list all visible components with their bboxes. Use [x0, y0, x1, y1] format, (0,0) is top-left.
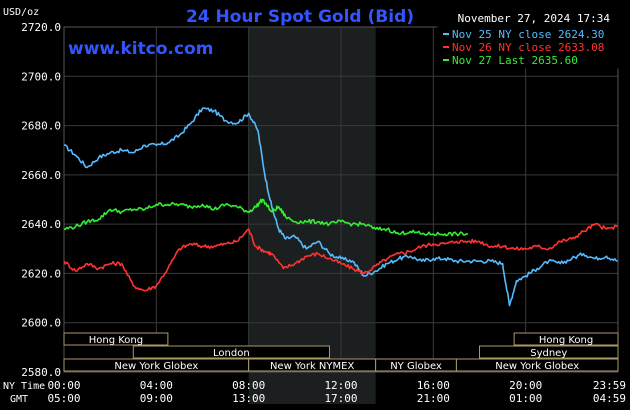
session-bar — [455, 358, 619, 372]
y-tick-label: 2580.0 — [21, 366, 61, 379]
x-tick-label-gmt: 17:00 — [324, 392, 357, 405]
series-line — [63, 198, 468, 237]
legend-entry: Nov 25 NY close 2624.30 — [452, 28, 604, 41]
y-tick-label: 2680.0 — [21, 120, 61, 133]
session-label: New York Globex — [495, 361, 579, 372]
x-tick-label-ny: 20:00 — [509, 379, 542, 392]
y-axis-unit-label: USD/oz — [3, 7, 39, 18]
session-label: NY Globex — [390, 361, 442, 372]
y-tick-label: 2660.0 — [21, 169, 61, 182]
legend-entry: Nov 27 Last 2635.60 — [452, 54, 578, 67]
chart-title: 24 Hour Spot Gold (Bid) — [186, 7, 414, 27]
session-label: London — [213, 348, 250, 359]
x-axis-ny-label: NY Time — [3, 381, 45, 392]
x-tick-label-gmt: 05:00 — [47, 392, 80, 405]
series-group — [63, 107, 618, 307]
nymex-highlight — [248, 27, 376, 404]
x-tick-label-ny: 23:59 — [593, 379, 626, 392]
grid — [63, 26, 619, 373]
x-tick-label-gmt: 01:00 — [509, 392, 542, 405]
x-tick-label-gmt: 09:00 — [140, 392, 173, 405]
session-bar — [132, 345, 330, 359]
session-label: Hong Kong — [89, 335, 143, 346]
session-label: New York NYMEX — [270, 361, 355, 372]
session-label: Sydney — [530, 348, 567, 359]
x-tick-label-gmt: 13:00 — [232, 392, 265, 405]
y-tick-label: 2640.0 — [21, 218, 61, 231]
y-tick-label: 2700.0 — [21, 70, 61, 83]
nymex-band — [248, 27, 376, 404]
series-line — [63, 107, 618, 307]
session-bar — [63, 332, 169, 346]
y-tick-label: 2720.0 — [21, 21, 61, 34]
y-tick-label: 2620.0 — [21, 267, 61, 280]
y-tick-label: 2600.0 — [21, 317, 61, 330]
x-tick-label-gmt: 21:00 — [417, 392, 450, 405]
x-tick-label-ny: 00:00 — [47, 379, 80, 392]
x-tick-label-ny: 16:00 — [417, 379, 450, 392]
x-tick-label-ny: 04:00 — [140, 379, 173, 392]
x-tick-label-gmt: 04:59 — [593, 392, 626, 405]
series-line — [63, 222, 618, 292]
legend-box — [437, 26, 619, 69]
market-sessions: Hong Kong Hong Kong London Sydney New York G… — [63, 332, 619, 372]
session-label: Hong Kong — [539, 335, 593, 346]
axes: 2720.0 2700.0 2680.0 2660.0 2640.0 2620.0 2600… — [21, 21, 626, 405]
session-label: New York Globex — [114, 361, 198, 372]
x-tick-label-ny: 12:00 — [324, 379, 357, 392]
plot-frame — [63, 26, 619, 373]
watermark: www.kitco.com — [68, 39, 213, 59]
x-axis-gmt-label: GMT — [10, 394, 28, 405]
session-bar — [513, 332, 619, 346]
legend-entry: Nov 26 NY close 2633.08 — [452, 41, 604, 54]
session-bar — [479, 345, 619, 359]
x-tick-label-ny: 08:00 — [232, 379, 265, 392]
timestamp: November 27, 2024 17:34 — [458, 12, 611, 25]
